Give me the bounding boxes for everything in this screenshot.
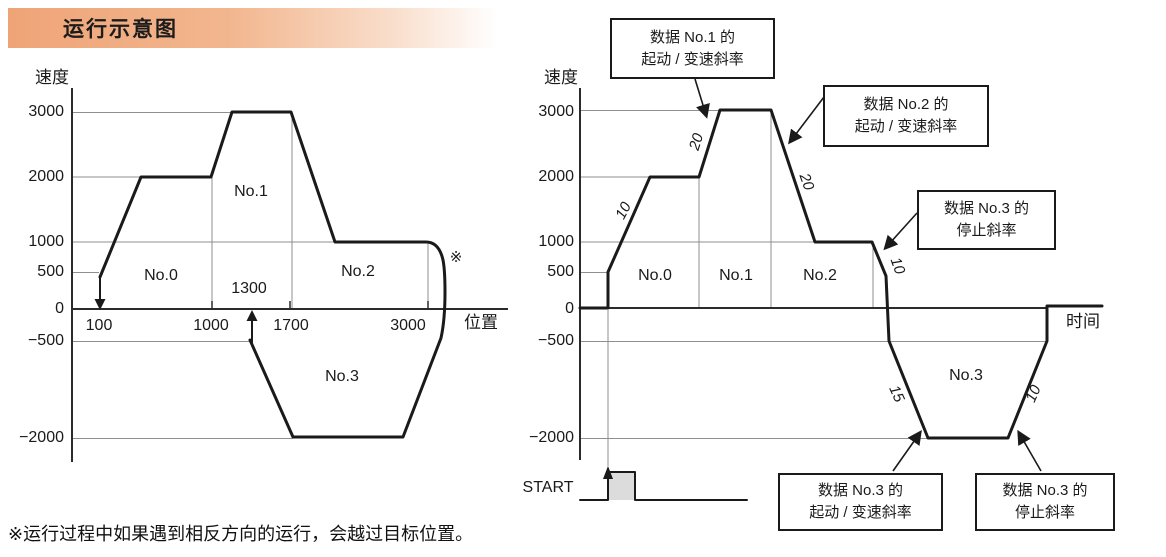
callout-no3-accel-line2: 起动 / 变速斜率 [809, 504, 912, 521]
callout-no2-accel: 数据 No.2 的 起动 / 变速斜率 [823, 85, 989, 147]
left-region-no3: No.3 [325, 368, 359, 385]
left-ytick-neg500: −500 [27, 332, 64, 349]
right-region-no1: No.1 [719, 267, 753, 284]
callout-no2-accel-line2: 起动 / 变速斜率 [854, 118, 958, 135]
stop-position-value: 1300 [231, 280, 267, 297]
left-ytick-neg2000: −2000 [19, 429, 64, 446]
left-ytick-500: 500 [37, 263, 64, 280]
left-region-no2: No.2 [341, 263, 375, 280]
right-y-axis-label: 速度 [544, 68, 578, 87]
left-region-no0: No.0 [144, 267, 178, 284]
left-ytick-2000: 2000 [28, 168, 64, 185]
right-ytick-500: 500 [547, 263, 574, 280]
right-ytick-1000: 1000 [538, 233, 574, 250]
right-region-no0: No.0 [638, 267, 672, 284]
right-axes [579, 88, 1046, 460]
footnote-text: ※运行过程中如果遇到相反方向的运行，会越过目标位置。 [8, 524, 474, 544]
left-separators [211, 112, 429, 308]
callout-no1-accel-line2: 起动 / 变速斜率 [641, 50, 744, 68]
start-signal-trace [579, 471, 748, 501]
callout-no3-stop-upper: 数据 No.3 的 停止斜率 [917, 190, 1056, 250]
left-speed-curve [98, 110, 447, 439]
left-axes [71, 88, 508, 462]
callout-no3-stop-lower-line2: 停止斜率 [1014, 504, 1075, 521]
right-ytick-0: 0 [565, 300, 574, 317]
callout-no3-accel: 数据 No.3 的 起动 / 变速斜率 [778, 473, 943, 531]
axes [71, 88, 1046, 462]
callout-no2-accel-line1: 数据 No.2 的 [863, 96, 949, 114]
left-xtick-3000: 3000 [390, 317, 426, 334]
page-title: 运行示意图 [63, 18, 178, 41]
right-ytick-neg2000: −2000 [529, 429, 574, 446]
callout-no1-accel: 数据 No.1 的 起动 / 变速斜率 [610, 18, 775, 79]
gridlines [72, 110, 1046, 466]
right-ytick-2000: 2000 [538, 168, 574, 185]
leader-callout-3 [883, 212, 918, 251]
left-xtick-1700: 1700 [273, 317, 309, 334]
left-ytick-1000: 1000 [28, 233, 64, 250]
left-axis-ticks [99, 301, 429, 309]
left-ytick-0: 0 [55, 300, 64, 317]
arrows [94, 278, 613, 479]
left-gridlines [72, 112, 335, 439]
right-gridlines [580, 110, 1046, 439]
left-xtick-1000: 1000 [193, 317, 229, 334]
right-ytick-3000: 3000 [538, 103, 574, 120]
callout-leaders [694, 78, 1042, 472]
right-ytick-neg500: −500 [537, 332, 574, 349]
right-separators [607, 110, 874, 466]
right-region-no3: No.3 [949, 367, 983, 384]
callout-no3-stop-lower: 数据 No.3 的 停止斜率 [975, 473, 1115, 531]
left-x-axis-label: 位置 [464, 313, 498, 332]
leader-callout-2 [788, 96, 825, 145]
callout-no3-stop-lower-line1: 数据 No.3 的 [1002, 482, 1088, 500]
left-xtick-100: 100 [85, 317, 113, 334]
callout-no3-stop-upper-line2: 停止斜率 [956, 222, 1017, 239]
overshoot-reference-mark: ※ [449, 249, 463, 266]
start-signal-label: START [522, 479, 574, 496]
callout-no3-accel-line1: 数据 No.3 的 [817, 482, 904, 500]
start-trigger-arrow-head [603, 466, 613, 479]
leader-callout-1 [694, 78, 710, 119]
left-y-axis-label: 速度 [35, 68, 69, 87]
left-ytick-3000: 3000 [28, 103, 64, 120]
speed-curves [98, 108, 1104, 501]
right-speed-curve [578, 108, 1104, 440]
start-pulse-fill [608, 472, 635, 500]
callout-no1-accel-line1: 数据 No.1 的 [649, 28, 736, 46]
leader-callout-5 [1017, 429, 1042, 472]
stop-position-arrow-head [246, 310, 258, 321]
leader-callout-4 [892, 430, 922, 472]
right-region-no2: No.2 [803, 267, 837, 284]
start-point-arrow-head [94, 299, 106, 310]
callout-no3-stop-upper-line1: 数据 No.3 的 [943, 200, 1030, 218]
title-banner: 运行示意图 [8, 8, 498, 48]
right-x-axis-label: 时间 [1066, 312, 1100, 331]
left-region-no1: No.1 [234, 183, 268, 200]
